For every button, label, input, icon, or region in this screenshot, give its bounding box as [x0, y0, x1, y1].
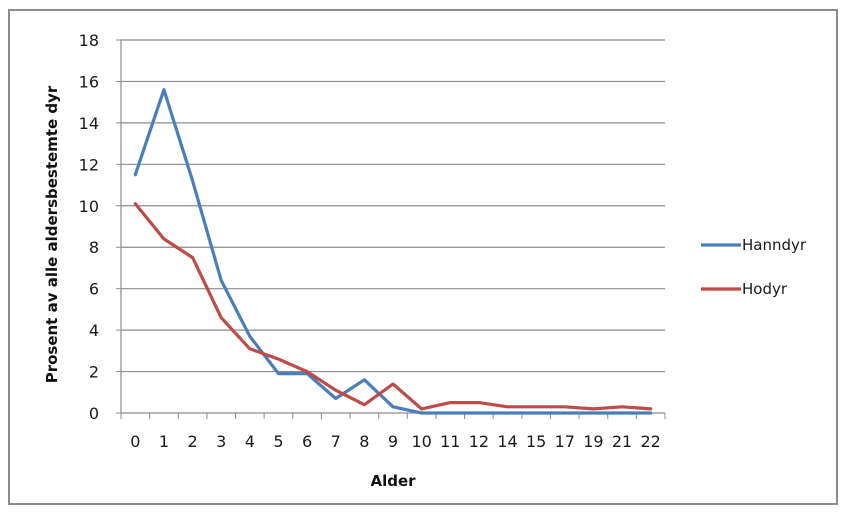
x-tick-label: 21 [612, 432, 632, 451]
x-tick-label: 3 [216, 432, 226, 451]
chart-frame [8, 9, 838, 505]
x-tick-label: 15 [526, 432, 546, 451]
y-tick-label: 16 [79, 72, 99, 91]
y-tick-label: 18 [79, 31, 99, 50]
series-line-hanndyr [133, 88, 653, 415]
legend: Hanndyr Hodyr [701, 236, 807, 298]
y-tick-label: 8 [89, 238, 99, 257]
legend-label-hanndyr: Hanndyr [742, 236, 807, 254]
y-tick-label: 12 [79, 155, 99, 174]
y-tick-label: 4 [89, 321, 99, 340]
x-axis-title: Alder [370, 472, 416, 490]
x-tick-label: 22 [641, 432, 661, 451]
legend-label-hodyr: Hodyr [742, 280, 788, 298]
x-tick-label: 7 [331, 432, 341, 451]
x-tick-label: 6 [302, 432, 312, 451]
x-tick-label: 9 [388, 432, 398, 451]
y-tick-labels: 0 2 4 6 8 10 12 14 16 18 [79, 31, 99, 423]
gridlines [121, 39, 665, 373]
x-tick-label: 12 [469, 432, 489, 451]
x-tick-label: 1 [159, 432, 169, 451]
series-line-hodyr [133, 202, 653, 411]
x-tick-label: 17 [555, 432, 575, 451]
y-tick-label: 6 [89, 280, 99, 299]
y-tick-label: 10 [79, 197, 99, 216]
x-tick-label: 5 [273, 432, 283, 451]
y-tick-label: 14 [79, 114, 99, 133]
x-tick-label: 4 [245, 432, 255, 451]
x-tick-labels: 0 1 2 3 4 5 6 7 8 9 10 11 12 14 15 17 19 21 22 [130, 432, 661, 451]
x-tick-label: 8 [359, 432, 369, 451]
x-tick-label: 2 [187, 432, 197, 451]
x-tick-label: 19 [583, 432, 603, 451]
axes [116, 39, 666, 419]
y-tick-label: 2 [89, 363, 99, 382]
y-axis-title: Prosent av alle aldersbestemte dyr [43, 85, 61, 383]
series-lines [133, 88, 653, 415]
x-tick-label: 11 [440, 432, 460, 451]
x-tick-label: 14 [497, 432, 517, 451]
x-tick-label: 10 [411, 432, 431, 451]
y-tick-label: 0 [89, 404, 99, 423]
x-tick-label: 0 [130, 432, 140, 451]
